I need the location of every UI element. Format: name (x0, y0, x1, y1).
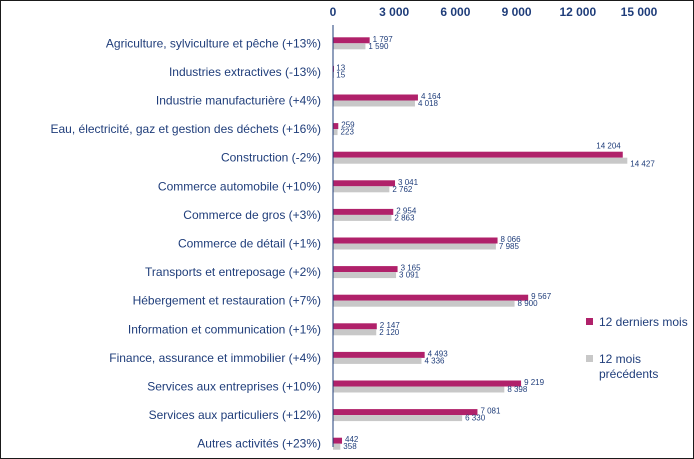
x-tick-label: 15 000 (621, 5, 658, 19)
data-label-current: 4 493 (428, 349, 449, 358)
bar-previous (333, 357, 422, 364)
bar-previous (333, 243, 496, 250)
bar-current (333, 294, 529, 301)
data-label-previous: 6 330 (465, 414, 486, 423)
data-label-previous: 223 (341, 128, 355, 137)
bar-current (333, 237, 498, 244)
bar-current (333, 437, 343, 444)
data-label-current: 442 (345, 435, 359, 444)
data-label-current: 13 (336, 63, 345, 72)
data-label-previous: 8 398 (507, 385, 528, 394)
category-labels: Agriculture, sylviculture et pêche (+13%… (51, 36, 322, 450)
category-label: Hébergement et restauration (+7%) (133, 294, 321, 308)
bar-previous (333, 386, 505, 393)
data-label-current: 3 041 (398, 178, 419, 187)
category-label: Finance, assurance et immobilier (+4%) (109, 351, 321, 365)
data-label-previous: 358 (343, 442, 357, 451)
data-label-previous: 4 018 (418, 99, 439, 108)
data-label-current: 1 797 (373, 35, 394, 44)
data-label-current: 259 (341, 121, 355, 130)
data-label-current: 7 081 (480, 407, 501, 416)
data-label-previous: 3 091 (399, 271, 420, 280)
bar-current (333, 208, 394, 215)
data-label-previous: 8 900 (518, 299, 539, 308)
category-label: Commerce de détail (+1%) (178, 237, 321, 251)
category-label: Commerce de gros (+3%) (183, 208, 321, 222)
bar-previous (333, 443, 341, 450)
bar-current (333, 94, 418, 101)
x-axis-ticks: 0 3 000 6 000 9 000 12 000 15 000 (330, 5, 658, 19)
legend-label: 12 derniers mois (599, 315, 688, 329)
category-label: Eau, électricité, gaz et gestion des déc… (51, 122, 322, 136)
data-label-previous: 4 336 (424, 356, 445, 365)
bar-current (333, 123, 339, 130)
bar-previous (333, 300, 515, 307)
category-label: Autres activités (+23%) (197, 437, 321, 451)
category-label: Industrie manufacturière (+4%) (156, 94, 321, 108)
data-label-current: 2 954 (396, 206, 417, 215)
legend-label: précédents (599, 367, 658, 381)
category-label: Industries extractives (-13%) (169, 65, 321, 79)
legend-swatch-current (586, 318, 593, 325)
x-tick-label: 3 000 (379, 5, 409, 19)
x-tick-label: 6 000 (440, 5, 470, 19)
bar-current (333, 37, 370, 44)
x-tick-label: 9 000 (502, 5, 532, 19)
legend-label: 12 mois (599, 352, 641, 366)
bar-current (333, 409, 478, 416)
category-label: Commerce automobile (+10%) (158, 179, 321, 193)
category-label: Transports et entreposage (+2%) (145, 265, 321, 279)
data-label-current: 8 066 (501, 235, 522, 244)
data-label-previous: 7 985 (499, 242, 520, 251)
data-label-current: 3 165 (401, 264, 422, 273)
category-label: Information et communication (+1%) (128, 322, 321, 336)
bars (333, 37, 628, 450)
category-label: Services aux particuliers (+12%) (149, 408, 321, 422)
data-label-current: 14 204 (596, 142, 621, 151)
bar-previous (333, 157, 628, 164)
bar-previous (333, 272, 397, 279)
bar-current (333, 151, 623, 158)
bar-previous (333, 329, 377, 336)
bar-previous (333, 186, 390, 193)
data-label-previous: 15 (336, 70, 345, 79)
category-label: Services aux entreprises (+10%) (147, 380, 321, 394)
data-label-previous: 2 762 (392, 185, 413, 194)
data-label-current: 2 147 (380, 321, 401, 330)
bar-previous (333, 214, 392, 221)
bar-current (333, 266, 398, 273)
category-label: Construction (-2%) (221, 151, 321, 165)
data-label-previous: 14 427 (630, 160, 655, 169)
bar-current (333, 180, 396, 187)
legend-swatch-previous (586, 355, 593, 362)
bar-previous (333, 129, 338, 136)
bar-previous (333, 43, 366, 50)
data-label-current: 9 567 (531, 292, 552, 301)
data-label-previous: 1 590 (368, 42, 389, 51)
x-tick-label: 0 (330, 5, 337, 19)
bar-current (333, 323, 377, 330)
data-label-current: 9 219 (524, 378, 545, 387)
data-label-current: 4 164 (421, 92, 442, 101)
bar-current (333, 351, 425, 358)
category-label: Agriculture, sylviculture et pêche (+13%… (106, 36, 321, 50)
x-tick-label: 12 000 (559, 5, 596, 19)
data-label-previous: 2 120 (379, 328, 400, 337)
data-label-previous: 2 863 (394, 213, 415, 222)
bar-current (333, 380, 522, 387)
bar-previous (333, 415, 463, 422)
bar-previous (333, 100, 415, 107)
